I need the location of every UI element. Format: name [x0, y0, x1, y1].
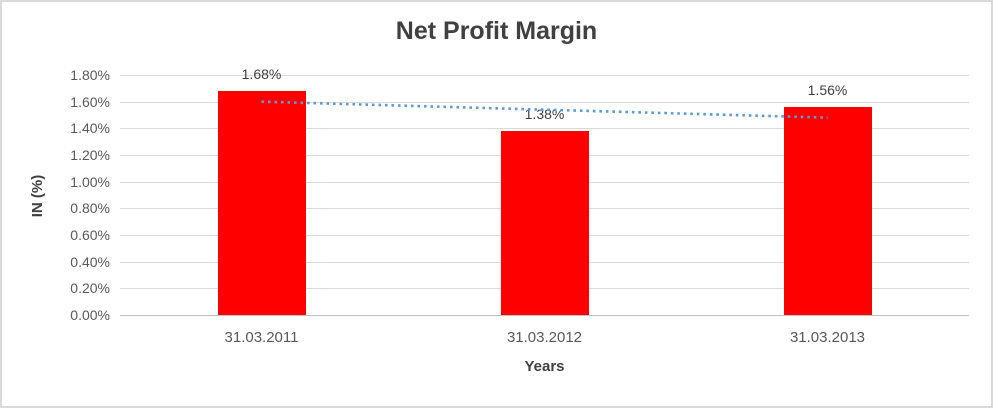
y-tick-label: 0.20%	[70, 280, 110, 296]
x-axis-line	[120, 315, 969, 316]
y-tick-label: 1.60%	[70, 94, 110, 110]
bar-data-label: 1.68%	[241, 66, 282, 82]
y-tick-label: 0.00%	[70, 307, 110, 323]
y-tick-label: 0.60%	[70, 227, 110, 243]
y-tick-label: 0.80%	[70, 200, 110, 216]
bar-31.03.2011	[217, 91, 306, 315]
y-tick-label: 1.80%	[70, 67, 110, 83]
gridline	[120, 128, 969, 129]
x-tick-label: 31.03.2013	[789, 329, 866, 346]
y-tick-label: 1.20%	[70, 147, 110, 163]
gridline	[120, 75, 969, 76]
bar-data-label: 1.38%	[524, 106, 565, 122]
x-axis-title: Years	[524, 358, 565, 375]
bar-data-label: 1.56%	[807, 82, 848, 98]
bar-31.03.2012	[500, 131, 589, 315]
x-tick-label: 31.03.2011	[224, 329, 299, 346]
y-tick-label: 1.40%	[70, 120, 110, 136]
y-tick-label: 1.00%	[70, 174, 110, 190]
bar-31.03.2013	[783, 107, 872, 315]
y-tick-label: 0.40%	[70, 254, 110, 270]
chart-title: Net Profit Margin	[395, 17, 598, 45]
x-tick-label: 31.03.2012	[506, 329, 583, 346]
